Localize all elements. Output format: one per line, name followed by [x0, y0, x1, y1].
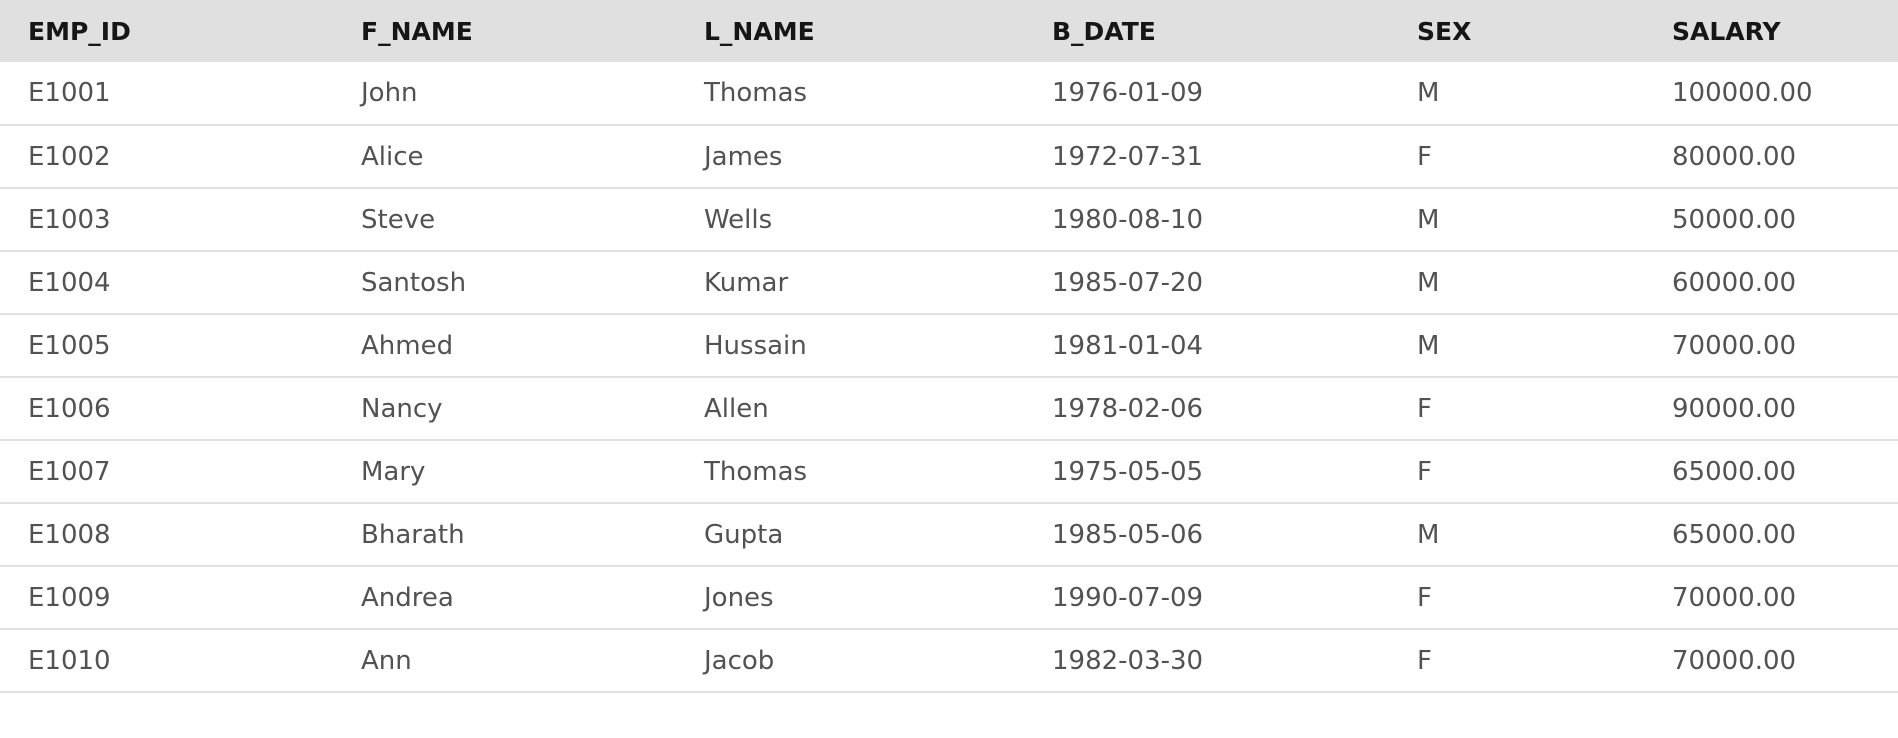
cell-f-name: John: [361, 78, 418, 108]
header-row: EMP_ID F_NAME L_NAME B_DATE SEX SALARY: [0, 0, 1898, 62]
cell-sex: M: [1417, 330, 1440, 361]
table-row: E1006 Nancy Allen 1978-02-06 F 90000.00: [0, 377, 1898, 440]
cell-salary: 70000.00: [1672, 645, 1797, 676]
cell-f-name: Bharath: [361, 519, 465, 550]
cell-l-name: James: [704, 141, 783, 172]
column-header-b-date[interactable]: B_DATE: [1052, 16, 1156, 46]
cell-sex: F: [1417, 393, 1432, 424]
cell-emp-id: E1003: [28, 204, 111, 235]
cell-f-name: Ann: [361, 645, 412, 676]
cell-l-name: Hussain: [704, 330, 807, 361]
cell-b-date: 1980-08-10: [1052, 204, 1204, 235]
cell-sex: F: [1417, 645, 1432, 676]
cell-f-name: Alice: [361, 141, 424, 172]
cell-salary: 50000.00: [1672, 204, 1797, 235]
column-header-sex[interactable]: SEX: [1417, 16, 1472, 46]
table-body: E1001 John Thomas 1976-01-09 M 100000.00…: [0, 62, 1898, 692]
cell-salary: 80000.00: [1672, 141, 1797, 172]
cell-sex: F: [1417, 141, 1432, 172]
employee-table: EMP_ID F_NAME L_NAME B_DATE SEX SALARY E…: [0, 0, 1898, 692]
cell-emp-id: E1005: [28, 330, 111, 361]
cell-emp-id: E1009: [28, 582, 111, 613]
cell-f-name: Ahmed: [361, 330, 454, 361]
cell-emp-id: E1007: [28, 456, 111, 487]
cell-salary: 100000.00: [1672, 78, 1813, 108]
cell-sex: M: [1417, 78, 1440, 108]
table-row: E1008 Bharath Gupta 1985-05-06 M 65000.0…: [0, 503, 1898, 566]
cell-sex: M: [1417, 204, 1440, 235]
cell-emp-id: E1008: [28, 519, 111, 550]
table-row: E1004 Santosh Kumar 1985-07-20 M 60000.0…: [0, 251, 1898, 314]
cell-sex: M: [1417, 519, 1440, 550]
cell-f-name: Mary: [361, 456, 426, 487]
table-row: E1010 Ann Jacob 1982-03-30 F 70000.00: [0, 629, 1898, 692]
cell-b-date: 1975-05-05: [1052, 456, 1204, 487]
cell-f-name: Nancy: [361, 393, 443, 424]
cell-b-date: 1985-07-20: [1052, 267, 1204, 298]
column-header-salary[interactable]: SALARY: [1672, 16, 1781, 46]
cell-salary: 70000.00: [1672, 330, 1797, 361]
cell-l-name: Wells: [704, 204, 773, 235]
cell-emp-id: E1010: [28, 645, 111, 676]
cell-b-date: 1978-02-06: [1052, 393, 1204, 424]
cell-l-name: Jacob: [704, 645, 775, 676]
cell-emp-id: E1002: [28, 141, 111, 172]
cell-salary: 65000.00: [1672, 519, 1797, 550]
cell-f-name: Santosh: [361, 267, 467, 298]
cell-b-date: 1982-03-30: [1052, 645, 1204, 676]
cell-sex: F: [1417, 456, 1432, 487]
cell-emp-id: E1006: [28, 393, 111, 424]
table-row: E1002 Alice James 1972-07-31 F 80000.00: [0, 125, 1898, 188]
cell-l-name: Jones: [704, 582, 774, 613]
cell-b-date: 1990-07-09: [1052, 582, 1204, 613]
table-row: E1003 Steve Wells 1980-08-10 M 50000.00: [0, 188, 1898, 251]
cell-sex: M: [1417, 267, 1440, 298]
table-row: E1009 Andrea Jones 1990-07-09 F 70000.00: [0, 566, 1898, 629]
table-row: E1007 Mary Thomas 1975-05-05 F 65000.00: [0, 440, 1898, 503]
column-header-f-name[interactable]: F_NAME: [361, 16, 473, 46]
cell-l-name: Thomas: [704, 78, 808, 108]
cell-l-name: Gupta: [704, 519, 784, 550]
cell-emp-id: E1001: [28, 78, 111, 108]
cell-emp-id: E1004: [28, 267, 111, 298]
column-header-emp-id[interactable]: EMP_ID: [28, 16, 131, 46]
table-row: E1001 John Thomas 1976-01-09 M 100000.00: [0, 62, 1898, 125]
cell-l-name: Allen: [704, 393, 769, 424]
cell-salary: 90000.00: [1672, 393, 1797, 424]
table-row: E1005 Ahmed Hussain 1981-01-04 M 70000.0…: [0, 314, 1898, 377]
cell-b-date: 1981-01-04: [1052, 330, 1204, 361]
cell-b-date: 1972-07-31: [1052, 141, 1204, 172]
column-header-l-name[interactable]: L_NAME: [704, 16, 815, 46]
cell-salary: 65000.00: [1672, 456, 1797, 487]
cell-salary: 70000.00: [1672, 582, 1797, 613]
cell-f-name: Andrea: [361, 582, 454, 613]
cell-l-name: Thomas: [704, 456, 808, 487]
cell-sex: F: [1417, 582, 1432, 613]
cell-f-name: Steve: [361, 204, 436, 235]
cell-salary: 60000.00: [1672, 267, 1797, 298]
cell-b-date: 1976-01-09: [1052, 78, 1204, 108]
cell-l-name: Kumar: [704, 267, 789, 298]
cell-b-date: 1985-05-06: [1052, 519, 1204, 550]
table-header: EMP_ID F_NAME L_NAME B_DATE SEX SALARY: [0, 0, 1898, 62]
